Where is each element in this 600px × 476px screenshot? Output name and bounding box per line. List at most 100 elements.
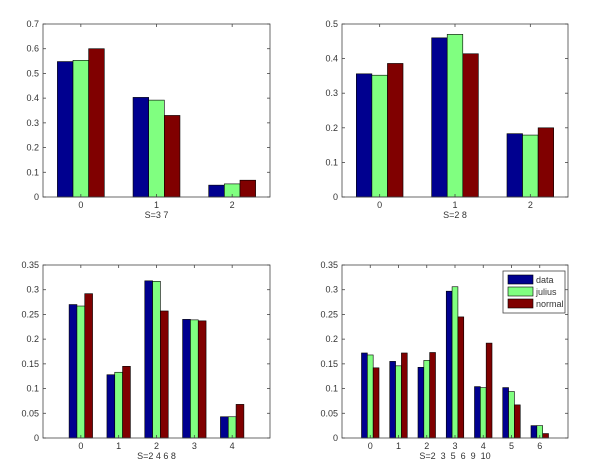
y-tick-label: 0.2	[325, 123, 338, 133]
bar-julius	[423, 360, 430, 439]
bar-data	[132, 97, 149, 198]
x-tick-label: 2	[230, 200, 235, 210]
y-tick-label: 0.7	[26, 19, 39, 29]
x-tick-label: 5	[509, 441, 514, 451]
legend-swatch-julius	[507, 286, 534, 297]
bar-julius	[76, 305, 86, 439]
bar-normal	[401, 352, 408, 439]
x-tick-label: 4	[230, 441, 235, 451]
bar-data	[431, 37, 448, 198]
bar-data	[530, 425, 538, 439]
bar-normal	[537, 127, 554, 198]
bar-data	[389, 361, 396, 439]
bar-normal	[239, 179, 256, 198]
bar-julius	[522, 134, 539, 198]
bar-data	[417, 367, 425, 439]
x-tick-label: 1	[452, 200, 457, 210]
y-tick-label: 0	[333, 433, 338, 443]
y-tick-label: 0	[34, 433, 39, 443]
y-tick-label: 0.5	[26, 68, 39, 78]
y-tick-label: 0.3	[325, 88, 338, 98]
bar-julius	[371, 74, 388, 198]
x-tick-label: 3	[192, 441, 197, 451]
bar-julius	[227, 416, 237, 439]
y-tick-label: 0.1	[26, 167, 39, 177]
bar-data	[68, 304, 78, 439]
legend-swatch-normal	[507, 298, 534, 309]
y-tick-label: 0	[34, 192, 39, 202]
y-tick-label: 0.35	[21, 260, 39, 270]
x-tick-label: 0	[377, 200, 382, 210]
x-tick-label: 6	[537, 441, 542, 451]
legend-label-normal: normal	[536, 299, 564, 309]
bar-julius	[148, 99, 165, 198]
y-tick-label: 0.25	[320, 309, 338, 319]
bar-normal	[235, 404, 245, 439]
y-tick-label: 0.5	[325, 19, 338, 29]
subplot-4: 0 0.05 0.1 0.15 0.2 0.25 0.3 0.35 0 1 2 3 4 5 6 S=2 3 5…	[320, 260, 569, 461]
bar-normal	[197, 320, 207, 439]
x-axis-label: S=3 7	[145, 210, 169, 220]
legend: data julius normal	[502, 270, 566, 314]
bar-normal	[84, 293, 93, 439]
bar-data	[474, 386, 481, 439]
bar-julius	[446, 34, 464, 198]
bar-julius	[152, 281, 161, 439]
bar-julius	[72, 60, 89, 198]
y-tick-label: 0.2	[325, 334, 338, 344]
x-tick-label: 0	[368, 441, 373, 451]
legend-label-data: data	[536, 275, 554, 285]
bar-normal	[429, 352, 436, 439]
bar-normal	[462, 53, 479, 198]
x-axis-label: S=2 8	[443, 210, 467, 220]
y-tick-label: 0.3	[325, 285, 338, 295]
x-tick-label: 0	[78, 441, 83, 451]
bar-julius	[367, 354, 374, 439]
y-tick-label: 0.15	[320, 359, 338, 369]
x-tick-label: 2	[154, 441, 159, 451]
bar-julius	[395, 365, 402, 439]
subplot-1: 0 0.1 0.2 0.3 0.4 0.5 0.6 0.7 0 1 2 S=3 7	[26, 19, 271, 220]
y-tick-label: 0.3	[26, 118, 39, 128]
y-tick-label: 0.15	[21, 359, 39, 369]
y-tick-label: 0.05	[320, 408, 338, 418]
bar-data	[502, 387, 509, 439]
x-tick-label: 2	[424, 441, 429, 451]
bar-data	[361, 352, 368, 439]
x-tick-label: 1	[396, 441, 401, 451]
y-tick-label: 0.4	[325, 54, 338, 64]
legend-swatch-data	[507, 274, 534, 285]
bar-julius	[480, 387, 487, 439]
y-tick-label: 0.2	[26, 143, 39, 153]
x-axis-label: S=2 4 6 8	[137, 451, 176, 461]
bar-normal	[387, 63, 404, 198]
y-tick-label: 0	[333, 192, 338, 202]
bar-data	[182, 319, 191, 439]
bar-julius	[190, 319, 199, 439]
x-axis-label: S=2 3 5 6 9 10	[419, 451, 490, 461]
bar-data	[106, 374, 116, 439]
bar-julius	[451, 286, 459, 439]
bar-normal	[160, 310, 169, 439]
bar-normal	[485, 342, 493, 439]
bar-normal	[88, 48, 105, 198]
y-tick-label: 0.1	[325, 384, 338, 394]
bar-data	[144, 280, 153, 439]
x-tick-label: 1	[154, 200, 159, 210]
bar-data	[208, 184, 225, 198]
x-tick-label: 1	[116, 441, 121, 451]
y-tick-label: 0.05	[21, 408, 39, 418]
bar-data	[220, 416, 229, 439]
bar-normal	[514, 404, 521, 439]
bar-normal	[164, 115, 181, 198]
bar-normal	[542, 433, 549, 439]
y-tick-label: 0.4	[26, 93, 39, 103]
bar-data	[57, 61, 74, 198]
y-tick-label: 0.1	[325, 157, 338, 167]
bar-data	[445, 290, 453, 439]
y-tick-label: 0.1	[26, 384, 39, 394]
y-tick-label: 0.3	[26, 285, 39, 295]
subplot-3: 0 0.05 0.1 0.15 0.2 0.25 0.3 0.35 0 1 2 3 4 S=2 4 6 8	[21, 260, 271, 461]
y-tick-label: 0.2	[26, 334, 39, 344]
